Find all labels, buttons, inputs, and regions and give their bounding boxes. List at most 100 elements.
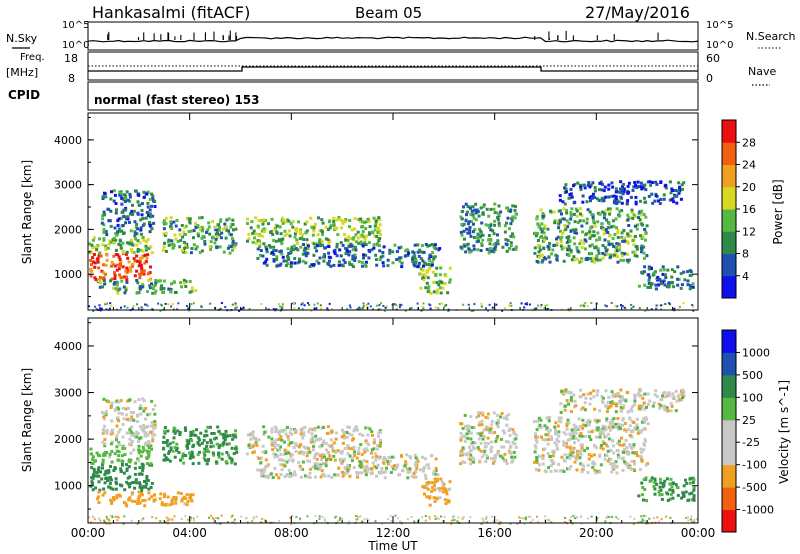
range-gate-cell: [371, 455, 375, 459]
range-gate-cell: [399, 520, 402, 523]
range-gate-cell: [140, 266, 144, 270]
range-gate-cell: [347, 522, 350, 525]
range-gate-cell: [176, 239, 180, 243]
range-gate-cell: [439, 291, 443, 295]
range-gate-cell: [102, 237, 106, 241]
range-gate-cell: [658, 406, 662, 410]
range-gate-cell: [443, 282, 447, 286]
range-gate-cell: [398, 259, 402, 263]
range-gate-cell: [212, 432, 216, 435]
range-gate-cell: [631, 405, 635, 408]
range-gate-cell: [629, 234, 633, 238]
range-gate-cell: [297, 220, 301, 224]
range-gate-cell: [679, 272, 683, 276]
range-gate-cell: [287, 229, 291, 233]
range-gate-cell: [688, 477, 692, 481]
range-gate-cell: [139, 228, 143, 232]
range-gate-cell: [124, 269, 128, 273]
range-gate-cell: [493, 459, 497, 463]
range-gate-cell: [556, 424, 560, 428]
range-gate-cell: [115, 496, 119, 500]
range-gate-cell: [468, 226, 472, 229]
range-gate-cell: [645, 405, 648, 409]
range-gate-cell: [647, 267, 651, 271]
range-gate-cell: [467, 220, 471, 224]
range-gate-cell: [568, 437, 572, 441]
range-gate-cell: [330, 308, 333, 310]
range-gate-cell: [489, 447, 493, 451]
range-gate-cell: [617, 248, 621, 252]
range-gate-cell: [275, 264, 279, 268]
range-gate-cell: [399, 303, 402, 306]
range-gate-cell: [326, 228, 330, 232]
range-gate-cell: [648, 275, 652, 279]
range-gate-cell: [477, 414, 481, 418]
range-gate-cell: [632, 468, 636, 471]
range-gate-cell: [434, 457, 438, 461]
range-gate-cell: [320, 453, 324, 457]
range-gate-cell: [220, 302, 223, 304]
range-gate-cell: [692, 494, 696, 498]
range-gate-cell: [598, 470, 602, 474]
range-gate-cell: [640, 209, 644, 213]
range-gate-cell: [147, 453, 151, 457]
range-gate-cell: [412, 262, 416, 266]
range-gate-cell: [349, 237, 353, 241]
range-gate-cell: [691, 282, 695, 286]
range-gate-cell: [433, 480, 437, 484]
range-gate-cell: [630, 211, 634, 214]
range-gate-cell: [640, 222, 644, 226]
range-gate-cell: [469, 453, 473, 457]
range-gate-cell: [112, 236, 116, 240]
range-gate-cell: [666, 409, 670, 413]
range-gate-cell: [386, 258, 390, 262]
range-gate-cell: [353, 259, 357, 262]
range-gate-cell: [623, 252, 627, 256]
range-gate-cell: [496, 425, 500, 429]
range-gate-cell: [378, 443, 382, 446]
range-gate-cell: [568, 247, 572, 251]
range-gate-cell: [495, 303, 498, 306]
range-gate-cell: [126, 198, 130, 202]
range-gate-cell: [471, 456, 475, 460]
range-gate-cell: [660, 493, 664, 497]
range-gate-cell: [405, 248, 409, 252]
range-gate-cell: [359, 220, 363, 224]
range-gate-cell: [253, 236, 257, 240]
range-gate-cell: [620, 209, 624, 212]
range-gate-cell: [506, 216, 510, 220]
range-gate-cell: [535, 307, 538, 310]
range-gate-cell: [140, 428, 144, 432]
range-gate-cell: [444, 490, 448, 493]
range-gate-cell: [460, 233, 464, 237]
range-gate-cell: [586, 446, 589, 450]
range-gate-cell: [533, 307, 536, 310]
range-gate-cell: [317, 438, 321, 442]
range-gate-cell: [139, 256, 143, 260]
range-gate-cell: [141, 249, 145, 253]
range-gate-cell: [600, 399, 604, 403]
range-gate-cell: [261, 474, 265, 478]
range-gate-cell: [146, 205, 150, 209]
range-gate-cell: [580, 258, 584, 262]
range-gate-cell: [535, 456, 539, 459]
range-gate-cell: [246, 521, 249, 524]
range-gate-cell: [108, 307, 111, 310]
range-gate-cell: [643, 183, 647, 187]
range-gate-cell: [476, 248, 480, 252]
range-gate-cell: [583, 238, 587, 242]
range-gate-cell: [637, 391, 641, 395]
range-gate-cell: [425, 281, 429, 285]
range-gate-cell: [566, 438, 570, 442]
range-gate-cell: [598, 258, 602, 262]
range-gate-cell: [341, 474, 345, 478]
range-gate-cell: [591, 234, 594, 238]
range-gate-cell: [435, 479, 439, 483]
range-gate-cell: [627, 216, 631, 220]
range-gate-cell: [430, 481, 434, 485]
range-gate-cell: [505, 423, 509, 427]
range-gate-cell: [345, 249, 349, 253]
range-gate-cell: [594, 418, 598, 422]
range-gate-cell: [535, 440, 539, 444]
range-gate-cell: [110, 260, 114, 264]
